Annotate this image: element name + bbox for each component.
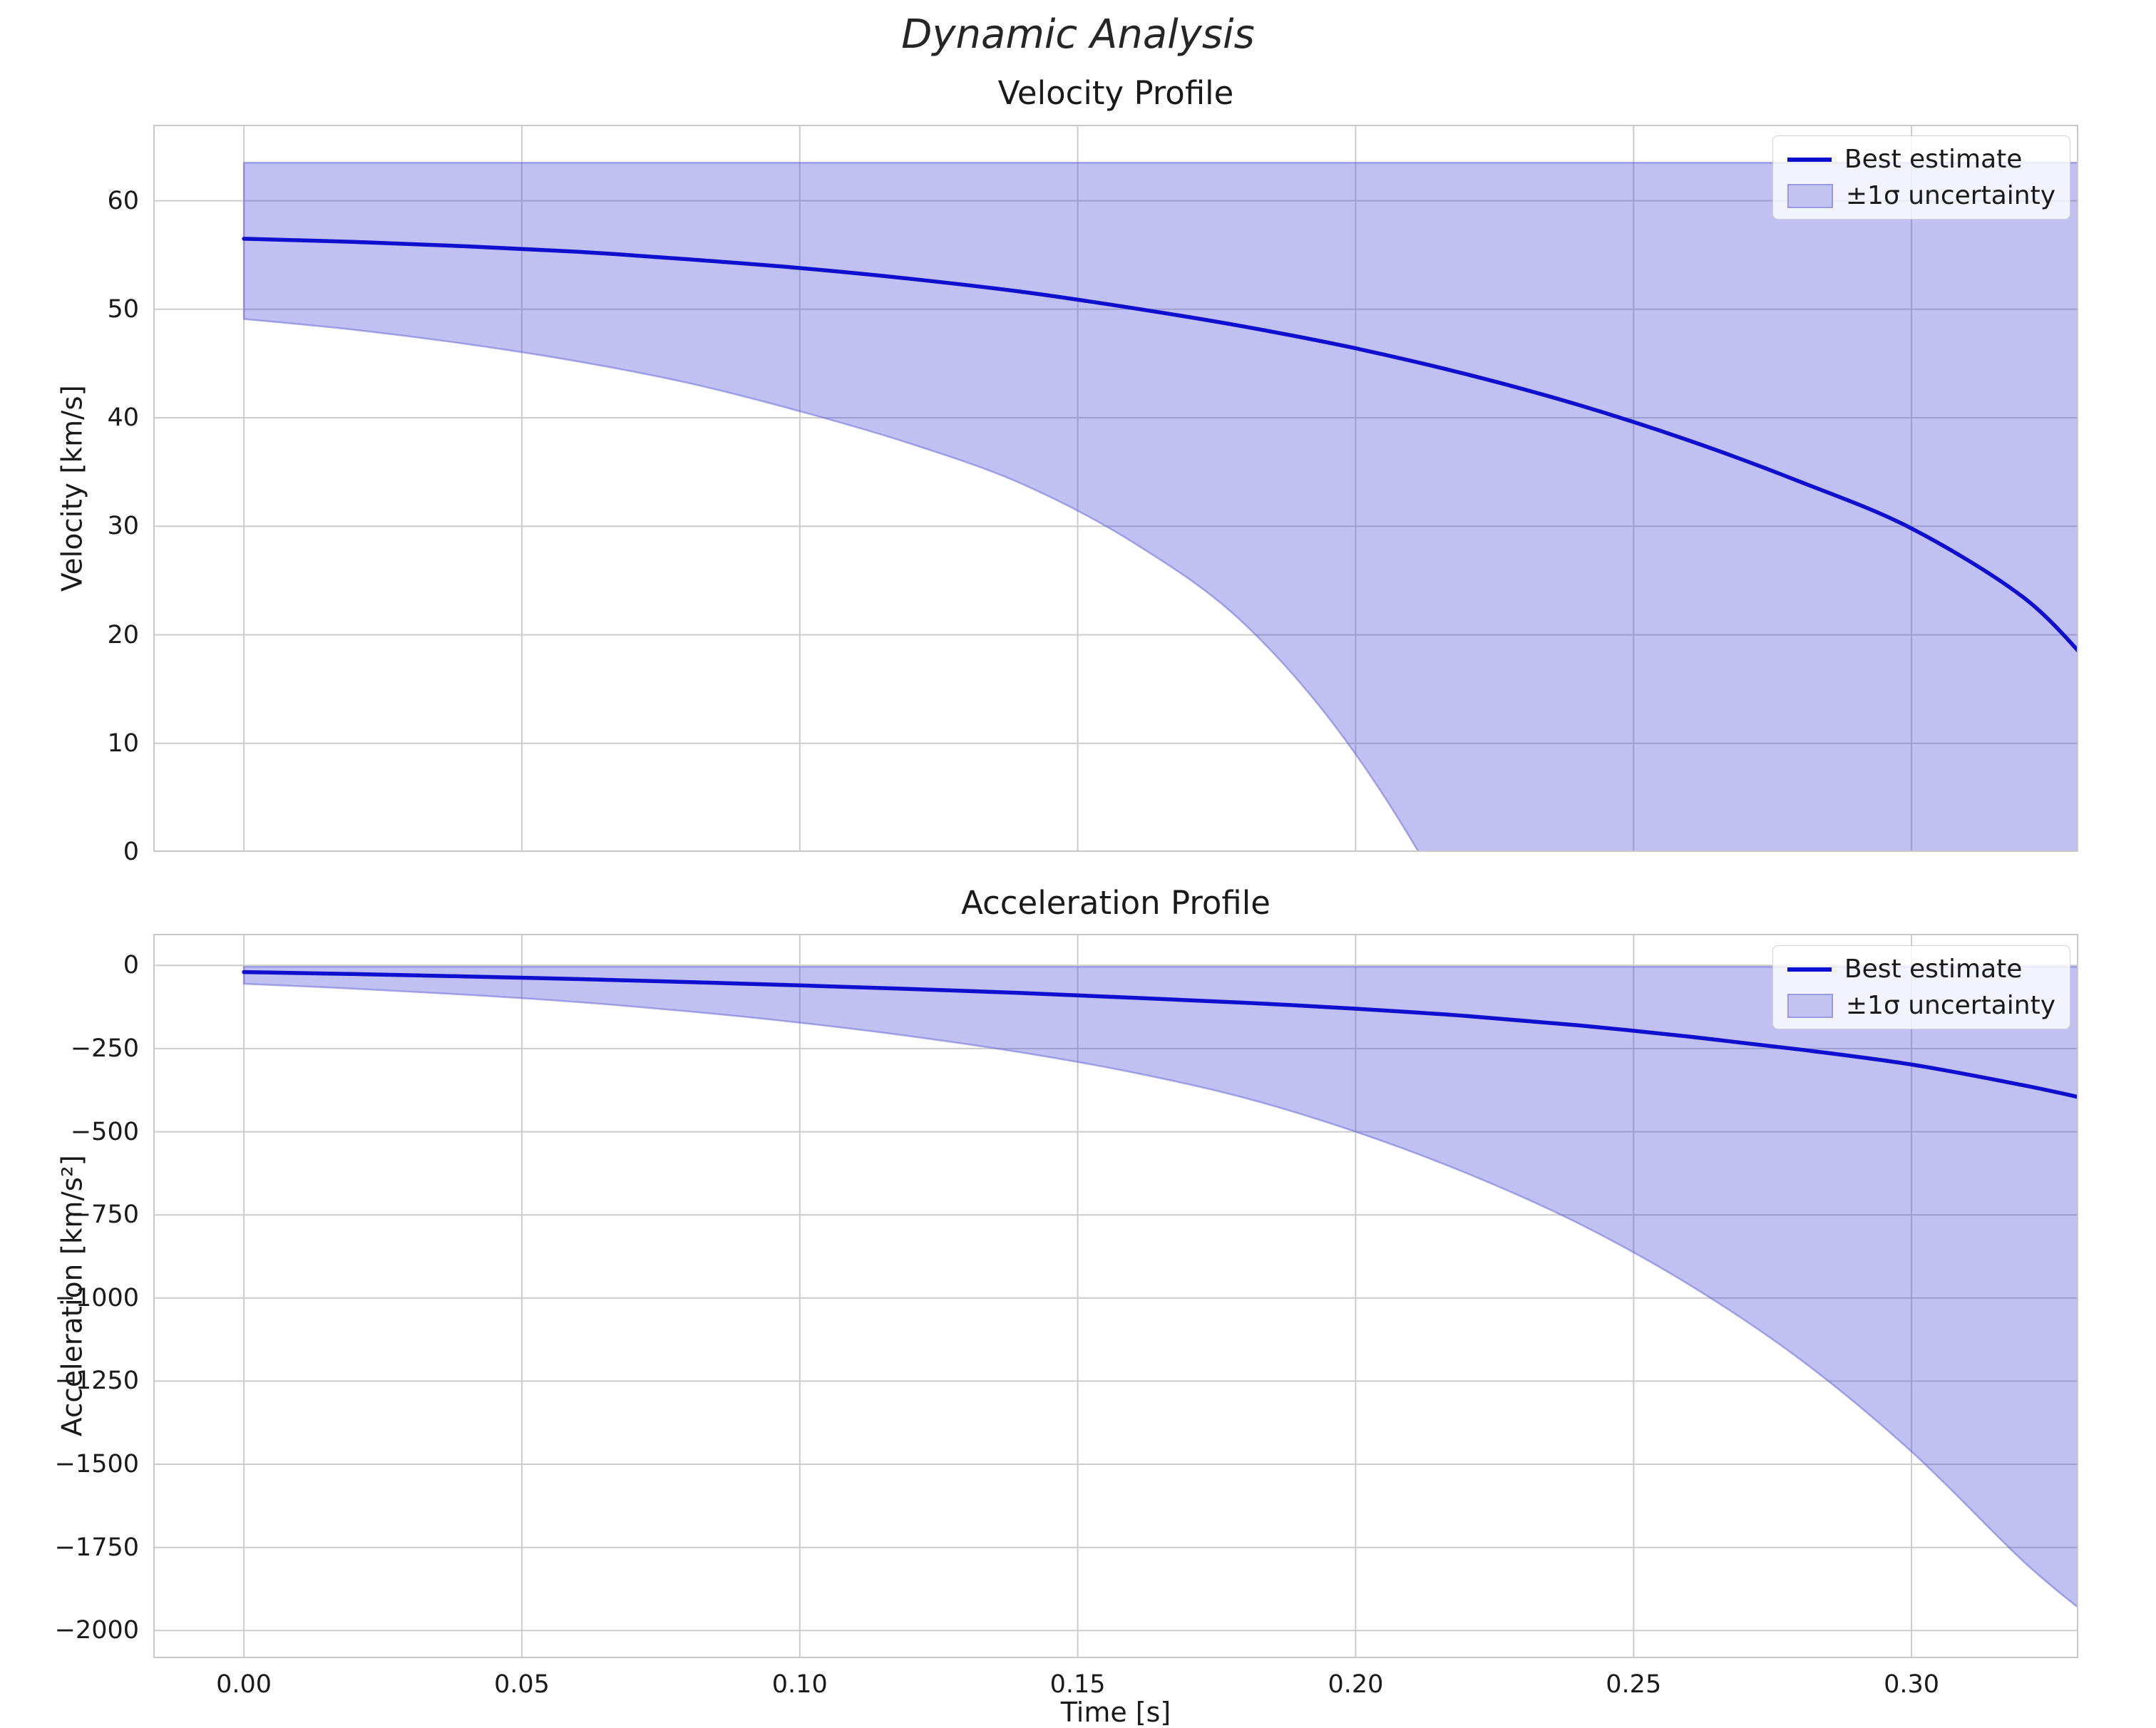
line-swatch-icon bbox=[1787, 967, 1832, 972]
y-tick-label: 50 bbox=[107, 294, 139, 324]
x-tick-label: 0.05 bbox=[493, 1670, 550, 1699]
x-tick-label: 0.10 bbox=[771, 1670, 828, 1699]
figure-title: Dynamic Analysis bbox=[901, 11, 1255, 58]
x-tick-label: 0.25 bbox=[1606, 1670, 1662, 1699]
x-axis-label: Time [s] bbox=[1060, 1697, 1171, 1728]
x-tick-label: 0.20 bbox=[1328, 1670, 1384, 1699]
legend-band-label: ±1σ uncertainty bbox=[1845, 181, 2055, 210]
band-swatch-icon bbox=[1787, 993, 1833, 1018]
acceleration-subplot-title: Acceleration Profile bbox=[961, 884, 1270, 922]
y-tick-label: 40 bbox=[107, 403, 139, 433]
legend-band-label: ±1σ uncertainty bbox=[1845, 991, 2055, 1020]
legend-line-label: Best estimate bbox=[1844, 955, 2023, 984]
uncertainty-band bbox=[242, 162, 2078, 852]
legend-entry-line: Best estimate bbox=[1787, 955, 2055, 984]
y-tick-label: −1000 bbox=[54, 1283, 139, 1312]
y-tick-label: 0 bbox=[123, 838, 139, 866]
velocity-plot-area bbox=[153, 125, 2078, 852]
legend-entry-line: Best estimate bbox=[1787, 145, 2055, 174]
x-tick-label: 0.15 bbox=[1049, 1670, 1106, 1699]
velocity-legend: Best estimate ±1σ uncertainty bbox=[1772, 135, 2070, 220]
best-estimate-line bbox=[242, 237, 2078, 654]
y-tick-label: −500 bbox=[70, 1117, 139, 1146]
band-swatch-icon bbox=[1787, 183, 1833, 208]
best-estimate-line bbox=[242, 970, 2078, 1099]
y-tick-label: 30 bbox=[107, 512, 139, 541]
acceleration-legend: Best estimate ±1σ uncertainty bbox=[1772, 945, 2070, 1029]
y-tick-label: −1750 bbox=[54, 1533, 139, 1562]
legend-line-label: Best estimate bbox=[1844, 145, 2023, 174]
plot-border bbox=[153, 125, 2078, 852]
x-tick-label: 0.00 bbox=[216, 1670, 272, 1699]
acceleration-plot-area bbox=[153, 934, 2078, 1658]
legend-entry-band: ±1σ uncertainty bbox=[1787, 181, 2055, 210]
y-tick-label: 10 bbox=[107, 729, 139, 758]
x-tick-label: 0.30 bbox=[1884, 1670, 1940, 1699]
y-tick-label: −250 bbox=[70, 1034, 139, 1063]
y-tick-label: −2000 bbox=[54, 1616, 139, 1645]
y-tick-label: 60 bbox=[107, 186, 139, 215]
line-swatch-icon bbox=[1787, 157, 1832, 162]
legend-entry-band: ±1σ uncertainty bbox=[1787, 991, 2055, 1020]
y-tick-label: 0 bbox=[123, 951, 139, 980]
uncertainty-band bbox=[242, 965, 2078, 1609]
y-tick-label: −1500 bbox=[54, 1450, 139, 1479]
y-tick-label: −750 bbox=[70, 1200, 139, 1230]
y-tick-label: 20 bbox=[107, 620, 139, 649]
y-tick-label: −1250 bbox=[54, 1367, 139, 1396]
plot-border bbox=[153, 934, 2078, 1658]
velocity-subplot-title: Velocity Profile bbox=[997, 74, 1234, 112]
